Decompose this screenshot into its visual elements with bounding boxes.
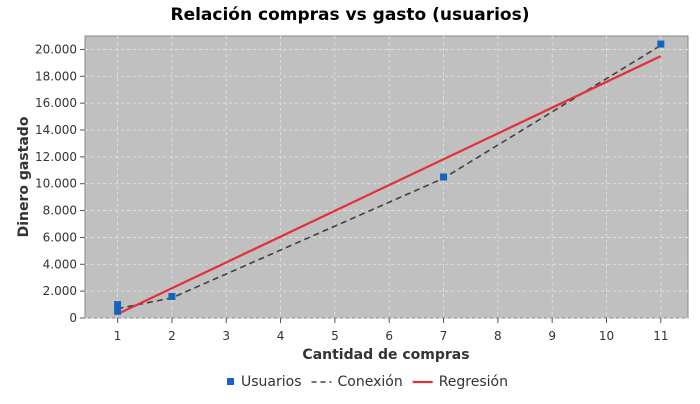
x-tick-label: 8 <box>494 329 502 343</box>
y-tick-label: 16.000 <box>35 96 77 110</box>
x-tick-label: 4 <box>277 329 285 343</box>
grid-lines <box>85 36 688 319</box>
regression-line <box>117 55 662 315</box>
data-point <box>657 40 665 48</box>
x-tick-label: 10 <box>599 329 614 343</box>
y-tick-label: 14.000 <box>35 123 77 137</box>
legend-label: Regresión <box>439 374 508 390</box>
y-tick-label: 10.000 <box>35 177 77 191</box>
connection-line <box>117 44 662 310</box>
data-point <box>114 307 122 315</box>
x-tick-label: 9 <box>548 329 556 343</box>
x-tick-label: 3 <box>222 329 230 343</box>
y-axis-label: Dinero gastado <box>16 116 32 237</box>
x-axis-label: Cantidad de compras <box>302 347 469 363</box>
x-tick-label: 2 <box>168 329 176 343</box>
legend-marker-points <box>227 378 234 385</box>
y-tick-label: 4.000 <box>43 257 77 271</box>
plot-area <box>84 35 689 319</box>
y-tick-label: 2.000 <box>43 284 77 298</box>
x-tick-label: 5 <box>331 329 339 343</box>
x-tick-label: 1 <box>114 329 122 343</box>
y-tick-label: 18.000 <box>35 69 77 83</box>
chart-title: Relación compras vs gasto (usuarios) <box>170 5 529 25</box>
data-point <box>168 293 176 301</box>
y-tick-label: 8.000 <box>43 204 77 218</box>
legend: Usuarios Conexión Regresión <box>227 374 508 390</box>
axes: 1 2 3 4 5 6 7 8 9 10 11 0 2.000 4.000 6.000 8.000 10.000… <box>35 42 668 343</box>
x-tick-label: 11 <box>653 329 668 343</box>
legend-label: Conexión <box>338 374 403 390</box>
y-tick-label: 20.000 <box>35 42 77 56</box>
x-tick-label: 6 <box>385 329 393 343</box>
data-point <box>440 173 448 181</box>
x-tick-label: 7 <box>440 329 448 343</box>
y-tick-label: 6.000 <box>43 230 77 244</box>
legend-label: Usuarios <box>241 374 302 390</box>
data-point <box>114 301 122 309</box>
y-tick-label: 12.000 <box>35 150 77 164</box>
y-tick-label: 0 <box>69 311 77 325</box>
series-layer <box>114 40 665 315</box>
